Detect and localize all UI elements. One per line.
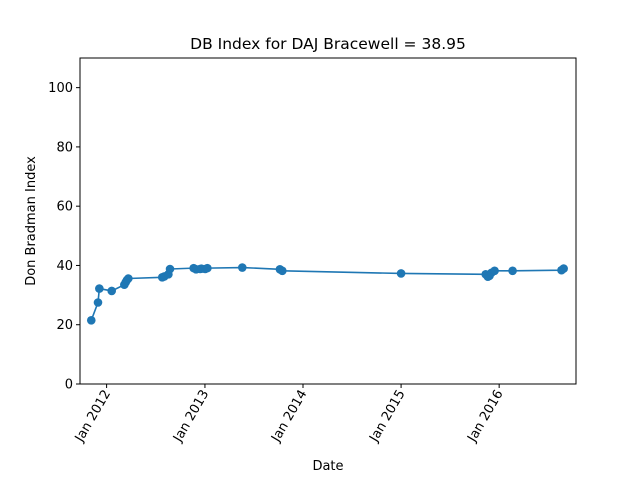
data-point <box>490 266 499 276</box>
data-point <box>203 263 212 273</box>
x-axis-label: Date <box>312 459 343 474</box>
data-point <box>396 269 406 278</box>
data-point <box>86 315 96 325</box>
data-point <box>124 274 133 283</box>
data-point <box>559 264 568 273</box>
y-tick-label: 0 <box>65 378 73 393</box>
data-point <box>237 263 247 272</box>
data-point <box>107 286 117 296</box>
data-point <box>508 266 517 276</box>
axes-frame <box>79 57 577 385</box>
chart-title: DB Index for DAJ Bracewell = 38.95 <box>190 35 466 53</box>
y-tick-label: 100 <box>48 81 73 96</box>
data-point <box>95 284 104 293</box>
data-point <box>278 266 287 276</box>
y-tick-label: 40 <box>56 259 73 274</box>
y-axis-label: Don Bradman Index <box>24 156 39 286</box>
data-point <box>93 298 103 307</box>
y-tick-label: 60 <box>56 200 73 215</box>
y-tick-label: 20 <box>56 318 73 333</box>
y-tick-label: 80 <box>56 140 73 155</box>
data-point <box>165 264 175 274</box>
